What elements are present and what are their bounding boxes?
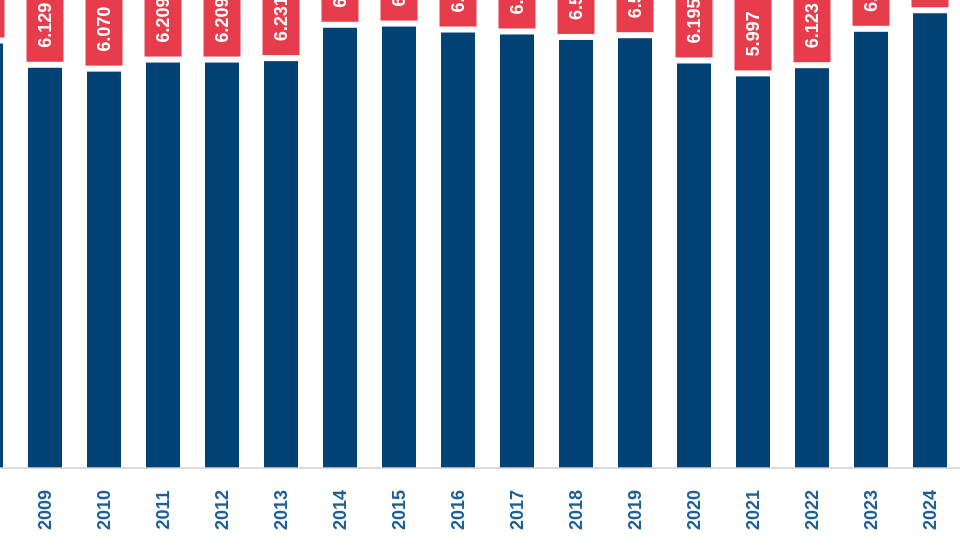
x-tick-label-2016: 2016 <box>448 490 468 530</box>
x-tick-label-2020: 2020 <box>684 490 704 530</box>
value-label-2018: 6.555 <box>566 0 586 20</box>
value-label-2012: 6.209 <box>212 0 232 43</box>
value-label-box-2016 <box>439 0 477 27</box>
bar-2017 <box>500 34 534 469</box>
value-label-box-bar-0 <box>0 0 5 38</box>
value-label-2021: 5.997 <box>743 11 763 56</box>
x-tick-label-2013: 2013 <box>271 490 291 530</box>
bar-2024 <box>913 13 947 469</box>
x-tick-label-2017: 2017 <box>507 490 527 530</box>
value-label-box-2011 <box>144 0 182 57</box>
value-label-2014: 6.742 <box>330 0 350 8</box>
value-label-2016: 6.669 <box>448 0 468 13</box>
value-labels-group: 6.129 6.070 6.209 6.209 6.231 6.742 6.760 6.669… <box>0 0 949 71</box>
value-label-box-2015 <box>380 0 418 21</box>
value-label-2009: 6.129 <box>35 3 55 48</box>
value-label-2019: 6.582 <box>625 0 645 18</box>
x-tick-label-2009: 2009 <box>35 490 55 530</box>
value-label-box-2019 <box>616 0 654 33</box>
bar-2014 <box>323 27 357 468</box>
value-label-box-2018 <box>557 0 595 34</box>
bar-2018 <box>559 39 593 469</box>
value-label-box-2013 <box>262 0 300 56</box>
value-label-box-2009 <box>26 0 64 62</box>
x-tick-label-2011: 2011 <box>153 490 173 529</box>
value-label-2022: 6.123 <box>802 3 822 48</box>
value-label-box-2017 <box>498 0 536 29</box>
bar-2022 <box>795 68 829 469</box>
x-tick-label-2019: 2019 <box>625 490 645 530</box>
value-label-2015: 6.760 <box>389 0 409 7</box>
bar-2019 <box>618 38 652 468</box>
bar-2011 <box>146 62 180 468</box>
x-tick-label-2014: 2014 <box>330 490 350 530</box>
x-tick-label-2012: 2012 <box>212 490 232 530</box>
x-tick-label-2010: 2010 <box>94 490 114 530</box>
value-label-box-2020 <box>675 0 713 58</box>
value-label-2013: 6.231 <box>271 0 291 41</box>
x-tick-label-2022: 2022 <box>802 490 822 530</box>
bar-2023 <box>854 31 888 469</box>
value-label-box-2021 <box>734 0 772 71</box>
x-tick-label-2021: 2021 <box>743 490 763 530</box>
x-tick-label-2023: 2023 <box>861 490 881 530</box>
x-tick-label-2024: 2024 <box>920 490 940 530</box>
value-label-2023: 6.680 <box>861 0 881 12</box>
value-label-box-2023 <box>852 0 890 26</box>
bar-2009 <box>28 67 62 468</box>
value-label-box-2010 <box>85 0 123 66</box>
value-label-2010: 6.070 <box>94 7 114 52</box>
value-label-2020: 6.195 <box>684 0 704 43</box>
bar-2012 <box>205 62 239 468</box>
x-tick-label-2015: 2015 <box>389 490 409 530</box>
bar-2010 <box>87 71 121 468</box>
value-label-box-2012 <box>203 0 241 57</box>
bars-group <box>0 13 947 469</box>
x-tick-label-2018: 2018 <box>566 490 586 530</box>
bar-2013 <box>264 61 298 469</box>
value-label-2011: 6.209 <box>153 0 173 43</box>
bar-2021 <box>736 76 770 468</box>
bar-2020 <box>677 63 711 469</box>
x-tick-labels-group: 2009 2010 2011 2012 2013 2014 2015 2016 2017 2018… <box>35 490 940 530</box>
value-label-box-2022 <box>793 0 831 63</box>
value-label-2017: 6.639 <box>507 0 527 14</box>
value-label-box-2024 <box>911 0 949 8</box>
bar-2015 <box>382 26 416 469</box>
bar-2016 <box>441 32 475 468</box>
value-label-box-2014 <box>321 0 359 22</box>
bar-bar-0 <box>0 43 3 469</box>
